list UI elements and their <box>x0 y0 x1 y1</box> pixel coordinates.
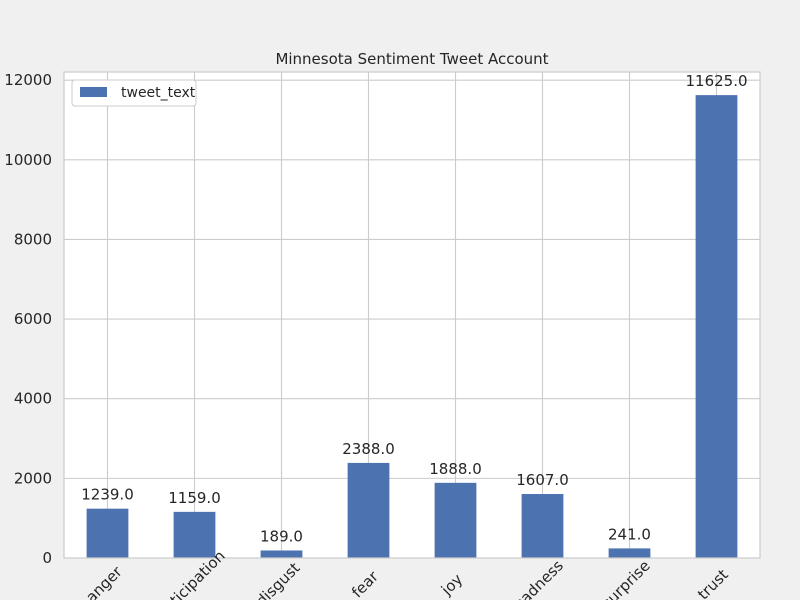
y-tick-label: 2000 <box>14 469 52 487</box>
bar-joy <box>434 482 477 558</box>
y-tick-label: 10000 <box>4 151 52 169</box>
bar-fear <box>347 462 390 558</box>
plot-frame <box>63 71 761 559</box>
bar-sadness <box>521 494 564 558</box>
bar-disgust <box>260 550 303 558</box>
y-axis-ticks: 0 2000 4000 6000 8000 10000 12000 <box>4 71 52 567</box>
legend-label: tweet_text <box>121 85 196 101</box>
y-tick-label: 0 <box>42 549 52 567</box>
legend: tweet_text <box>71 79 197 107</box>
y-tick-label: 6000 <box>14 310 52 328</box>
bars <box>86 95 738 559</box>
bar-anticipation <box>173 511 216 558</box>
bar-value-label: 1159.0 <box>168 489 221 507</box>
chart-title: Minnesota Sentiment Tweet Account <box>275 50 548 68</box>
bar-value-label: 1607.0 <box>516 471 569 489</box>
bar-trust <box>695 95 738 559</box>
bar-value-label: 1888.0 <box>429 460 482 478</box>
bar-value-label: 189.0 <box>260 527 303 545</box>
bar-anger <box>86 508 129 558</box>
legend-box <box>71 79 197 107</box>
bar-value-label: 1239.0 <box>81 486 134 504</box>
bar-value-label: 11625.0 <box>685 72 747 90</box>
y-tick-label: 8000 <box>14 230 52 248</box>
bar-surprise <box>608 548 651 558</box>
data-labels: 1239.0 1159.0 189.0 2388.0 1888.0 1607.0 241.0… <box>81 72 747 545</box>
y-tick-label: 12000 <box>4 71 52 89</box>
bar-value-label: 2388.0 <box>342 440 395 458</box>
legend-swatch <box>80 87 107 97</box>
bar-value-label: 241.0 <box>608 525 651 543</box>
plot-area <box>64 72 760 558</box>
y-tick-label: 4000 <box>14 390 52 408</box>
